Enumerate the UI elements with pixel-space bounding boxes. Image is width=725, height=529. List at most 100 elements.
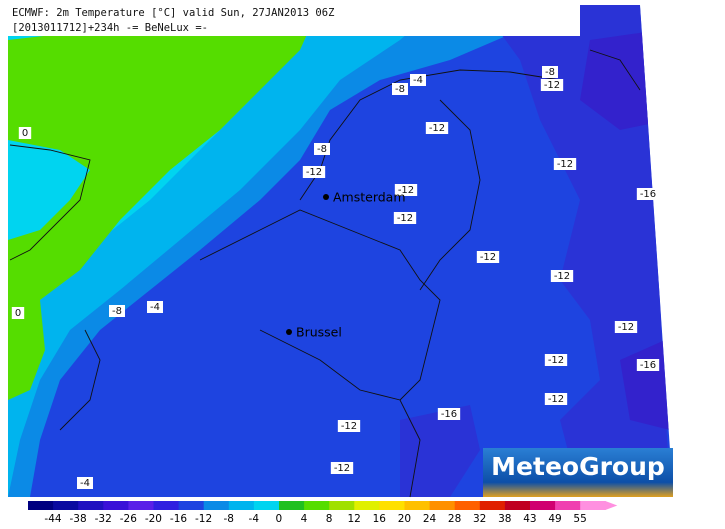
colorbar-cell xyxy=(555,501,581,510)
contour-label-bg xyxy=(540,79,564,91)
colorbar-cell xyxy=(253,501,280,510)
contour-label: -12 xyxy=(429,123,445,134)
contour-label: -12 xyxy=(548,394,564,405)
cities: Amsterdam Brussel xyxy=(286,190,406,340)
colorbar-tick-label: 4 xyxy=(301,513,308,525)
contour-label: -8 xyxy=(395,84,405,95)
colorbar-cell xyxy=(329,501,355,510)
contour-label-bg xyxy=(393,212,417,224)
colorbar-tick-label: -44 xyxy=(44,513,61,525)
colorbar-tick-label: 49 xyxy=(548,513,561,525)
contour-label: -4 xyxy=(150,302,160,313)
contour-label: -12 xyxy=(618,322,634,333)
city-label: Amsterdam xyxy=(333,190,406,205)
contour-label-bg xyxy=(392,83,408,95)
contour-label: -12 xyxy=(398,185,414,196)
colorbar-arrow xyxy=(605,501,618,510)
colorbar-cell xyxy=(504,501,531,510)
colorbar-tick-label: 28 xyxy=(448,513,461,525)
logo: MeteoGroup xyxy=(483,448,673,497)
contour-label-bg xyxy=(109,305,125,317)
colorbar-tick-label: 16 xyxy=(373,513,387,525)
logo-text: MeteoGroup xyxy=(491,452,665,481)
colorbar-cell xyxy=(103,501,129,510)
contour-label-bg xyxy=(425,122,449,134)
colorbar-tick-label: -26 xyxy=(120,513,137,525)
city-label: Brussel xyxy=(296,325,342,340)
contour-label: -8 xyxy=(317,144,327,155)
contour-label-bg xyxy=(542,66,558,78)
temperature-field xyxy=(8,5,670,497)
colorbar-tick-label: -38 xyxy=(70,513,87,525)
colorbar-tick-label: -12 xyxy=(195,513,212,525)
contour-label: 0 xyxy=(15,308,21,319)
colorbar-cell xyxy=(580,501,606,510)
colorbar-tick-label: 0 xyxy=(276,513,283,525)
contour-label: -12 xyxy=(544,80,560,91)
contour-label: -12 xyxy=(554,271,570,282)
contour-label-bg xyxy=(147,301,163,313)
contour-label: -16 xyxy=(640,189,656,200)
colorbar-cell xyxy=(304,501,330,510)
contour-label: -12 xyxy=(341,421,357,432)
colorbar-tick-label: -16 xyxy=(170,513,187,525)
colorbar-tick-label: 55 xyxy=(573,513,586,525)
colorbar-cell xyxy=(530,501,556,510)
contour-label-bg xyxy=(302,166,326,178)
contour-label: -8 xyxy=(112,306,122,317)
colorbar-cell xyxy=(454,501,481,510)
colorbar-cell xyxy=(28,501,54,510)
colorbar-tick-label: 24 xyxy=(423,513,437,525)
contour-label-bg xyxy=(614,321,638,333)
contour-label: -16 xyxy=(441,409,457,420)
colorbar-cell xyxy=(78,501,104,510)
contour-label: -12 xyxy=(548,355,564,366)
contour-label-bg xyxy=(11,307,25,319)
contour-label-bg xyxy=(314,143,330,155)
colorbar-tick-label: 38 xyxy=(498,513,511,525)
colorbar-tick-label: 12 xyxy=(348,513,361,525)
colorbar-cell xyxy=(128,501,154,510)
contour-label: -16 xyxy=(640,360,656,371)
contour-label-bg xyxy=(544,393,568,405)
colorbar-tick-label: 20 xyxy=(398,513,411,525)
colorbar-cell xyxy=(404,501,431,510)
colorbar-tick-label: -4 xyxy=(249,513,260,525)
colorbar-cell xyxy=(279,501,305,510)
contour-label-bg xyxy=(636,359,660,371)
contour-label-bg xyxy=(410,74,426,86)
contour-label-bg xyxy=(330,462,354,474)
contour-label-bg xyxy=(476,251,500,263)
contour-labels: -4 -8 -8 -12 -12 -8 -12 -12 -12 -16 -12 -12 -12 0 -8 -4… xyxy=(11,66,660,489)
colorbar-cell xyxy=(354,501,380,510)
contour-label: -12 xyxy=(334,463,350,474)
colorbar-cell xyxy=(379,501,405,510)
city-dot xyxy=(323,194,329,200)
contour-label-bg xyxy=(550,270,574,282)
header-line: [2013011712]+234h -= BeNeLux =- xyxy=(12,22,208,34)
contour-label-bg xyxy=(77,477,93,489)
contour-label-bg xyxy=(337,420,361,432)
colorbar-cell xyxy=(178,501,205,510)
contour-label-bg xyxy=(437,408,461,420)
colorbar-tick-label: -32 xyxy=(95,513,112,525)
colorbar-tick-label: 32 xyxy=(473,513,486,525)
contour-label: -4 xyxy=(413,75,423,86)
contour-label: -12 xyxy=(480,252,496,263)
contour-label-bg xyxy=(544,354,568,366)
city-dot xyxy=(286,329,292,335)
borders xyxy=(9,49,641,498)
header-box: ECMWF: 2m Temperature [°C] valid Sun, 27… xyxy=(8,5,580,36)
header-line: ECMWF: 2m Temperature [°C] valid Sun, 27… xyxy=(12,7,334,19)
colorbar-tick-label: -20 xyxy=(145,513,162,525)
colorbar-tick-label: 8 xyxy=(326,513,333,525)
contour-label-bg xyxy=(553,158,577,170)
colorbar-cell xyxy=(203,501,230,510)
colorbar-tick-label: 43 xyxy=(523,513,536,525)
contour-label-bg xyxy=(18,127,32,139)
contour-label: -12 xyxy=(306,167,322,178)
colorbar-cell xyxy=(429,501,456,510)
colorbar-cell xyxy=(479,501,506,510)
colorbar-cell xyxy=(53,501,79,510)
